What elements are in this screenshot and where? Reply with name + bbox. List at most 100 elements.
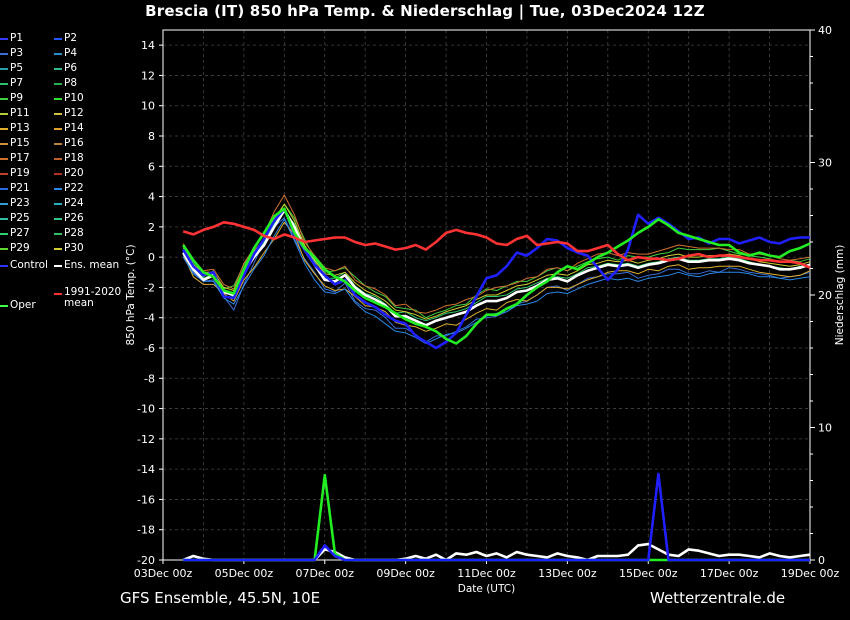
legend: P1 P2 P3 P4 P5 P6 P7 P8 P9 P10 P11 P12 P13 P14 P15 P16 P…: [0, 32, 135, 322]
y2-tick-label: 0: [818, 554, 825, 567]
legend-swatch: [0, 83, 8, 85]
y-axis-label: 850 hPa Temp. (°C): [125, 244, 137, 345]
legend-swatch: [54, 293, 62, 295]
legend-swatch: [0, 188, 8, 190]
legend-swatch: [0, 128, 8, 130]
legend-label: P27: [10, 227, 30, 239]
legend-label: P1: [10, 32, 24, 44]
legend-swatch: [54, 218, 62, 220]
y-tick-label: 12: [141, 69, 155, 82]
legend-label: 1991-2020 mean: [64, 286, 122, 309]
legend-swatch: [54, 83, 62, 85]
legend-label: P15: [10, 137, 30, 149]
legend-label: P25: [10, 212, 30, 224]
y-tick-label: 8: [148, 130, 155, 143]
precip-lines: [182, 472, 811, 562]
legend-swatch: [54, 113, 62, 115]
legend-label: P8: [64, 77, 78, 89]
y-tick-label: -14: [137, 463, 155, 476]
x-tick-label: 07Dec 00z: [295, 567, 354, 580]
legend-label: P12: [64, 107, 84, 119]
axes: 14121086420-2-4-6-8-10-12-14-16-18-20403…: [125, 24, 846, 595]
y-tick-label: 2: [148, 221, 155, 234]
legend-label: P29: [10, 242, 30, 254]
x-tick-label: 15Dec 00z: [619, 567, 678, 580]
temp-series-line: [182, 207, 811, 345]
legend-swatch: [54, 68, 62, 70]
y-tick-label: -2: [144, 281, 155, 294]
y2-tick-label: 20: [818, 289, 832, 302]
legend-swatch: [0, 218, 8, 220]
y-tick-label: 4: [148, 191, 155, 204]
precip-series-line: [183, 472, 810, 562]
precip-series-line: [182, 542, 811, 562]
temp-lines: [182, 194, 811, 350]
legend-label: P22: [64, 182, 84, 194]
legend-label: P10: [64, 92, 84, 104]
legend-swatch: [54, 248, 62, 250]
legend-label: P4: [64, 47, 78, 59]
legend-label: P23: [10, 197, 30, 209]
model-info: GFS Ensemble, 45.5N, 10E: [120, 589, 321, 607]
x-tick-label: 11Dec 00z: [457, 567, 516, 580]
legend-label: P28: [64, 227, 84, 239]
legend-swatch: [0, 203, 8, 205]
legend-label: P5: [10, 62, 24, 74]
temp-series-line: [182, 217, 811, 343]
legend-label: Oper: [10, 299, 36, 311]
y-tick-label: 6: [148, 160, 155, 173]
legend-label: P18: [64, 152, 84, 164]
legend-swatch: [0, 173, 8, 175]
chart-title: Brescia (IT) 850 hPa Temp. & Niederschla…: [145, 2, 705, 20]
y-tick-label: -16: [137, 493, 155, 506]
legend-label: P19: [10, 167, 30, 179]
x-tick-label: 05Dec 00z: [215, 567, 274, 580]
legend-swatch: [0, 305, 8, 307]
y-tick-label: -10: [137, 403, 155, 416]
legend-swatch: [54, 173, 62, 175]
legend-swatch: [0, 113, 8, 115]
y2-axis-label: Niederschlag (mm): [834, 245, 846, 346]
legend-label: P16: [64, 137, 84, 149]
x-tick-label: 19Dec 00z: [781, 567, 840, 580]
legend-swatch: [54, 143, 62, 145]
y2-tick-label: 10: [818, 422, 832, 435]
legend-swatch: [54, 233, 62, 235]
legend-swatch: [0, 158, 8, 160]
y-tick-label: -8: [144, 372, 155, 385]
legend-swatch: [0, 265, 8, 267]
legend-label: P11: [10, 107, 30, 119]
temp-series-line: [182, 207, 810, 350]
legend-label: P17: [10, 152, 30, 164]
legend-swatch: [0, 248, 8, 250]
y-tick-label: -18: [137, 524, 155, 537]
y-tick-label: -6: [144, 342, 155, 355]
legend-label: P2: [64, 32, 78, 44]
legend-swatch: [54, 128, 62, 130]
legend-label: P3: [10, 47, 24, 59]
x-tick-label: 17Dec 00z: [700, 567, 759, 580]
legend-swatch: [54, 53, 62, 55]
legend-swatch: [54, 203, 62, 205]
legend-swatch: [0, 53, 8, 55]
y-tick-label: -12: [137, 433, 155, 446]
legend-swatch: [0, 143, 8, 145]
y-tick-label: 0: [148, 251, 155, 264]
x-axis-label: Date (UTC): [458, 583, 515, 595]
temp-series-line: [182, 208, 811, 327]
legend-swatch: [54, 265, 62, 267]
y-tick-label: 10: [141, 100, 155, 113]
temp-series-line: [182, 221, 811, 269]
y2-tick-label: 30: [818, 157, 832, 170]
precip-series-line: [183, 473, 810, 562]
legend-label: P14: [64, 122, 84, 134]
source-credit: Wetterzentrale.de: [650, 589, 786, 607]
legend-swatch: [0, 233, 8, 235]
legend-label: P21: [10, 182, 30, 194]
legend-swatch: [0, 98, 8, 100]
legend-label: P26: [64, 212, 84, 224]
legend-label: Ens. mean: [64, 259, 120, 271]
legend-swatch: [0, 38, 8, 40]
y-tick-label: -20: [137, 554, 155, 567]
x-tick-label: 09Dec 00z: [376, 567, 435, 580]
